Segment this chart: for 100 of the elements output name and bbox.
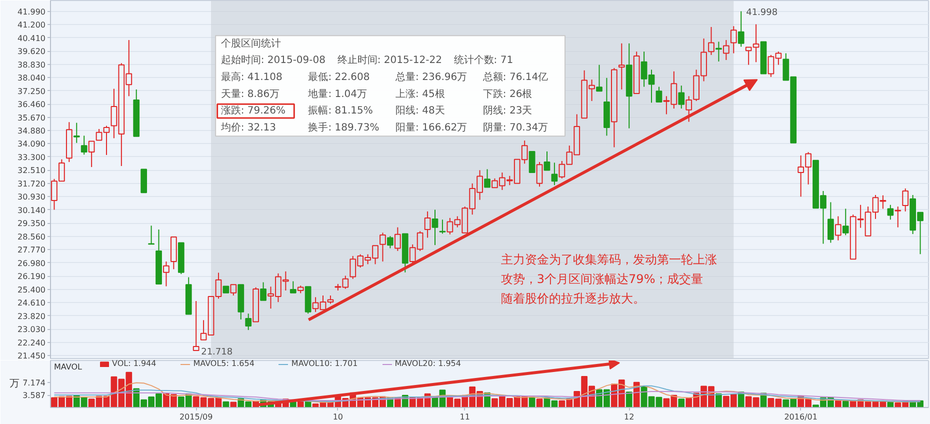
legend-label: MAVOL5: 1.654 (193, 359, 254, 368)
annotation: 上涨: 45根 (396, 88, 445, 100)
annotation: 涨跌: 79.26% (220, 104, 286, 117)
bar (842, 400, 849, 408)
candlestick (140, 168, 148, 194)
y-tick-label: 25.400 (18, 285, 46, 294)
x-tick-label: 2015/09 (179, 412, 213, 422)
candlestick (544, 150, 550, 171)
annotation: 41.998 (746, 8, 778, 18)
bar (834, 400, 842, 408)
candlestick (73, 122, 80, 144)
candlestick (185, 276, 192, 315)
legend-label: MAVOL10: 1.701 (291, 359, 358, 368)
y-tick-label: 34.880 (18, 126, 46, 136)
annotation: 均价: 32.13 (220, 121, 276, 134)
candlestick (596, 64, 602, 92)
x-tick-label: 10 (332, 412, 344, 422)
annotation: 统计个数: 71 (454, 54, 514, 66)
candlestick (66, 122, 72, 162)
y-tick-label: 26.190 (18, 272, 46, 282)
annotation: 最低: 22.608 (308, 72, 370, 83)
y-tick-label: 37.250 (18, 86, 46, 96)
annotation: 阳量: 166.62万 (396, 122, 468, 134)
y-tick-label: 39.620 (18, 47, 46, 56)
y-tick-label: 40.410 (18, 34, 46, 43)
y-tick-label: 23.030 (18, 325, 46, 334)
x-tick-label: 11 (460, 412, 470, 422)
bar (887, 402, 894, 408)
annotation: 终止时间: 2015-12-22 (337, 54, 442, 66)
bar (626, 392, 632, 408)
candlestick (716, 41, 722, 62)
bar (678, 398, 685, 408)
candlestick (290, 280, 296, 294)
annotation: 阴量: 70.34万 (482, 122, 548, 134)
candlestick (528, 150, 536, 174)
x-tick-label: 2016/01 (784, 412, 818, 422)
candlestick (170, 236, 177, 270)
y-tick-label: 33.300 (18, 152, 46, 162)
annotation: 总额: 76.14亿 (482, 71, 548, 83)
line-series (54, 390, 921, 402)
y-axis-title: 万 (10, 378, 20, 390)
y-tick-label: 22.240 (18, 338, 46, 348)
bar (536, 398, 543, 408)
y-tick-label: 26.980 (18, 258, 46, 268)
y-tick-label: 31.720 (18, 179, 46, 188)
candlestick (156, 229, 162, 284)
legend-label: MAVOL20: 1.954 (394, 359, 461, 368)
annotation: 起始时间: 2015-09-08 (220, 54, 326, 66)
y-tick-label: 34.090 (18, 140, 46, 149)
annotation: 下跌: 26根 (482, 88, 532, 100)
y-tick-label: 28.560 (18, 232, 46, 242)
y-tick-label: 29.350 (18, 219, 46, 228)
y-tick-label: 38.830 (18, 60, 46, 70)
candlestick (633, 51, 640, 94)
x-tick-label: 12 (624, 412, 634, 422)
annotation: 最高: 41.108 (220, 71, 282, 83)
annotation: 主力资金为了收集筹码，发动第一轮上涨攻势，3个月区间涨幅达79%；成交量随着股价的拉升逐步放大。 (500, 252, 717, 306)
legend-title: MAVOL (54, 362, 83, 372)
annotation: 换手: 189.73% (308, 121, 380, 134)
annotation: 21.718 (201, 347, 233, 358)
bar (716, 393, 722, 408)
y-tick-label: 41.200 (18, 20, 46, 30)
y-tick-label: 36.460 (18, 100, 46, 110)
y-tick-label: 35.670 (18, 113, 46, 122)
candlestick (760, 41, 767, 74)
y-tick-label: 23.820 (18, 312, 46, 321)
bar (230, 402, 237, 408)
y-tick-label: 21.450 (18, 351, 46, 360)
y-tick-label: 32.510 (18, 166, 46, 176)
y-tick-label: 30.140 (18, 206, 46, 215)
candlestick (222, 286, 230, 294)
candlestick (238, 284, 244, 320)
y-tick-label: 27.770 (18, 246, 46, 255)
annotation: 总量: 236.96万 (394, 71, 468, 83)
candlestick (88, 140, 95, 168)
candlestick (192, 300, 200, 351)
y-tick-label: 24.610 (18, 298, 46, 308)
y-tick-label: 30.930 (18, 192, 46, 202)
candlestick (708, 26, 714, 56)
candlestick (148, 225, 154, 245)
annotation: 个股区间统计 (220, 37, 281, 50)
candlestick (163, 261, 170, 287)
candlestick (484, 168, 490, 188)
candlestick (424, 210, 431, 238)
annotation: 阴线: 23天 (482, 104, 532, 117)
y-tick-label: 41.990 (18, 7, 46, 16)
candlestick (894, 206, 902, 228)
candlestick (432, 209, 438, 246)
candlestick (133, 88, 140, 137)
annotation: 天量: 8.86万 (220, 88, 280, 100)
y-tick-label: 7.174 (22, 378, 46, 388)
annotation: 地量: 1.04万 (307, 88, 368, 100)
candlestick (618, 42, 625, 90)
candlestick (626, 42, 632, 129)
y-tick-label: 3.587 (22, 391, 46, 400)
annotation: 振幅: 81.15% (308, 104, 373, 117)
y-tick-label: 38.040 (18, 74, 46, 83)
candlestick (604, 77, 610, 136)
legend-label: VOL: 1.944 (112, 359, 156, 368)
annotation: 阳线: 48天 (396, 104, 445, 117)
